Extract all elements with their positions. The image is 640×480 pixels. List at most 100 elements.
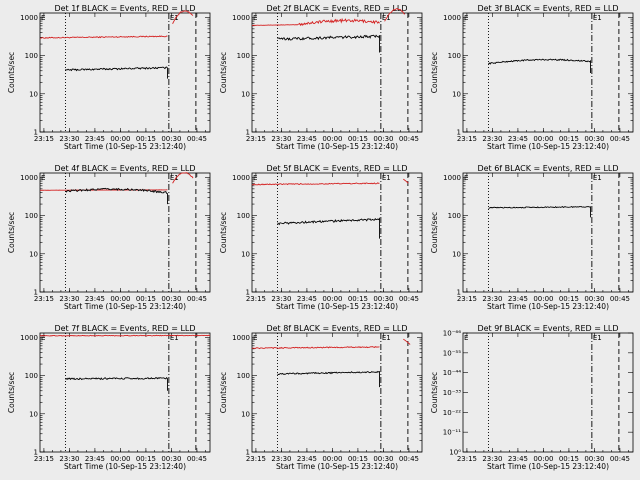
lld-trace [251,24,299,26]
x-tick-label: 23:30 [271,455,291,463]
y-tick-label: 1000 [443,14,461,22]
y-tick-label: 1000 [232,174,250,182]
x-tick-label: 00:30 [161,455,181,463]
plot-frame [39,172,211,293]
y-tick-label: 1 [246,449,250,457]
x-tick-label: 00:15 [348,135,368,143]
y-tick-label: 10 [241,250,250,258]
lld-trace [297,17,380,27]
x-tick-label: 00:00 [110,135,130,143]
x-tick-label: 23:15 [457,135,477,143]
x-axis-label: Start Time (10-Sep-15 23:12:40) [487,142,609,151]
flag-label: E1 [593,14,602,22]
x-tick-label: 23:30 [482,135,502,143]
lld-trace [39,334,211,337]
y-tick-label: 10 [29,250,38,258]
y-tick-label: 100 [237,372,250,380]
y-tick-label: 10⁻³³ [443,389,461,397]
y-tick-label: 1000 [232,14,250,22]
y-tick-label: 10⁻⁵⁵ [443,349,461,357]
x-tick-label: 00:30 [584,135,604,143]
plot-frame [462,12,634,133]
y-tick-label: 100 [448,52,461,60]
x-tick-label: 23:45 [297,455,317,463]
x-tick-label: 23:45 [85,295,105,303]
lld-trace [403,338,411,345]
x-tick-label: 00:15 [136,295,156,303]
y-axis-label: Counts/sec [219,212,228,253]
x-tick-label: 23:45 [297,135,317,143]
y-tick-label: 100 [25,372,38,380]
flag-label: E1 [382,174,391,182]
events-trace [65,376,168,391]
y-tick-label: 10 [29,410,38,418]
panel-title: Det 9f BLACK = Events, RED = LLD [477,324,618,333]
y-tick-label: 1 [246,129,250,137]
x-tick-label: 23:30 [482,455,502,463]
x-tick-label: 23:45 [508,135,528,143]
x-tick-label: 00:30 [584,455,604,463]
y-tick-label: 10⁻⁶⁶ [443,330,461,338]
events-trace [488,58,591,73]
y-axis-label: Counts/sec [219,372,228,413]
x-tick-label: 00:00 [322,135,342,143]
lld-trace [39,35,168,39]
detector-panel-6: Det 6f BLACK = Events, RED = LLD 23:15 23:… [430,164,634,311]
y-tick-label: 10⁻¹¹ [443,429,461,437]
x-tick-label: 23:15 [34,135,54,143]
x-tick-label: 23:30 [271,295,291,303]
detector-panel-9: Det 9f BLACK = Events, RED = LLD 23:15 23:… [430,324,634,471]
x-tick-label: 00:00 [322,295,342,303]
x-tick-label: 00:15 [348,295,368,303]
x-tick-label: 00:15 [136,135,156,143]
plot-frame [462,172,634,293]
x-tick-label: 23:45 [297,295,317,303]
x-tick-label: 00:45 [610,295,630,303]
flag-label: E1 [170,174,179,182]
flag-label: E1 [593,334,602,342]
flag-label-left: E [253,174,257,182]
flag-label-left: E [464,174,468,182]
x-tick-label: 00:45 [610,135,630,143]
y-tick-label: 10 [452,90,461,98]
flag-label-left: E [41,174,45,182]
panel-title: Det 7f BLACK = Events, RED = LLD [54,324,195,333]
x-tick-label: 00:45 [610,455,630,463]
y-tick-label: 10⁰ [449,449,461,457]
y-tick-label: 1 [246,289,250,297]
y-axis-label: Counts/sec [219,52,228,93]
flag-label-left: E [253,14,257,22]
x-tick-label: 00:30 [584,295,604,303]
plot-frame [251,172,423,293]
x-tick-label: 00:45 [399,295,419,303]
y-tick-label: 1 [457,289,461,297]
x-tick-label: 23:45 [508,455,528,463]
panel-title: Det 6f BLACK = Events, RED = LLD [477,164,618,173]
x-axis-label: Start Time (10-Sep-15 23:12:40) [276,142,398,151]
lld-trace [251,345,380,350]
lld-trace [251,182,380,186]
events-trace [277,34,380,53]
plot-frame [39,332,211,453]
y-axis-label: Counts/sec [7,52,16,93]
x-axis-label: Start Time (10-Sep-15 23:12:40) [487,462,609,471]
x-axis-label: Start Time (10-Sep-15 23:12:40) [487,302,609,311]
plot-frame [251,332,423,453]
x-tick-label: 00:15 [559,135,579,143]
x-tick-label: 00:00 [110,455,130,463]
x-tick-label: 23:15 [246,135,266,143]
y-tick-label: 10⁻²² [443,409,461,417]
x-tick-label: 00:00 [322,455,342,463]
x-axis-label: Start Time (10-Sep-15 23:12:40) [64,302,186,311]
y-tick-label: 1 [457,129,461,137]
x-axis-label: Start Time (10-Sep-15 23:12:40) [276,462,398,471]
detector-panel-3: Det 3f BLACK = Events, RED = LLD 23:15 23:… [430,4,634,151]
x-tick-label: 23:30 [59,135,79,143]
flag-label-left: E [41,14,45,22]
x-axis-label: Start Time (10-Sep-15 23:12:40) [64,142,186,151]
detector-panel-1: Det 1f BLACK = Events, RED = LLD 23:15 23:… [7,4,211,151]
y-tick-label: 10 [241,410,250,418]
y-tick-label: 100 [25,212,38,220]
x-tick-label: 23:30 [482,295,502,303]
